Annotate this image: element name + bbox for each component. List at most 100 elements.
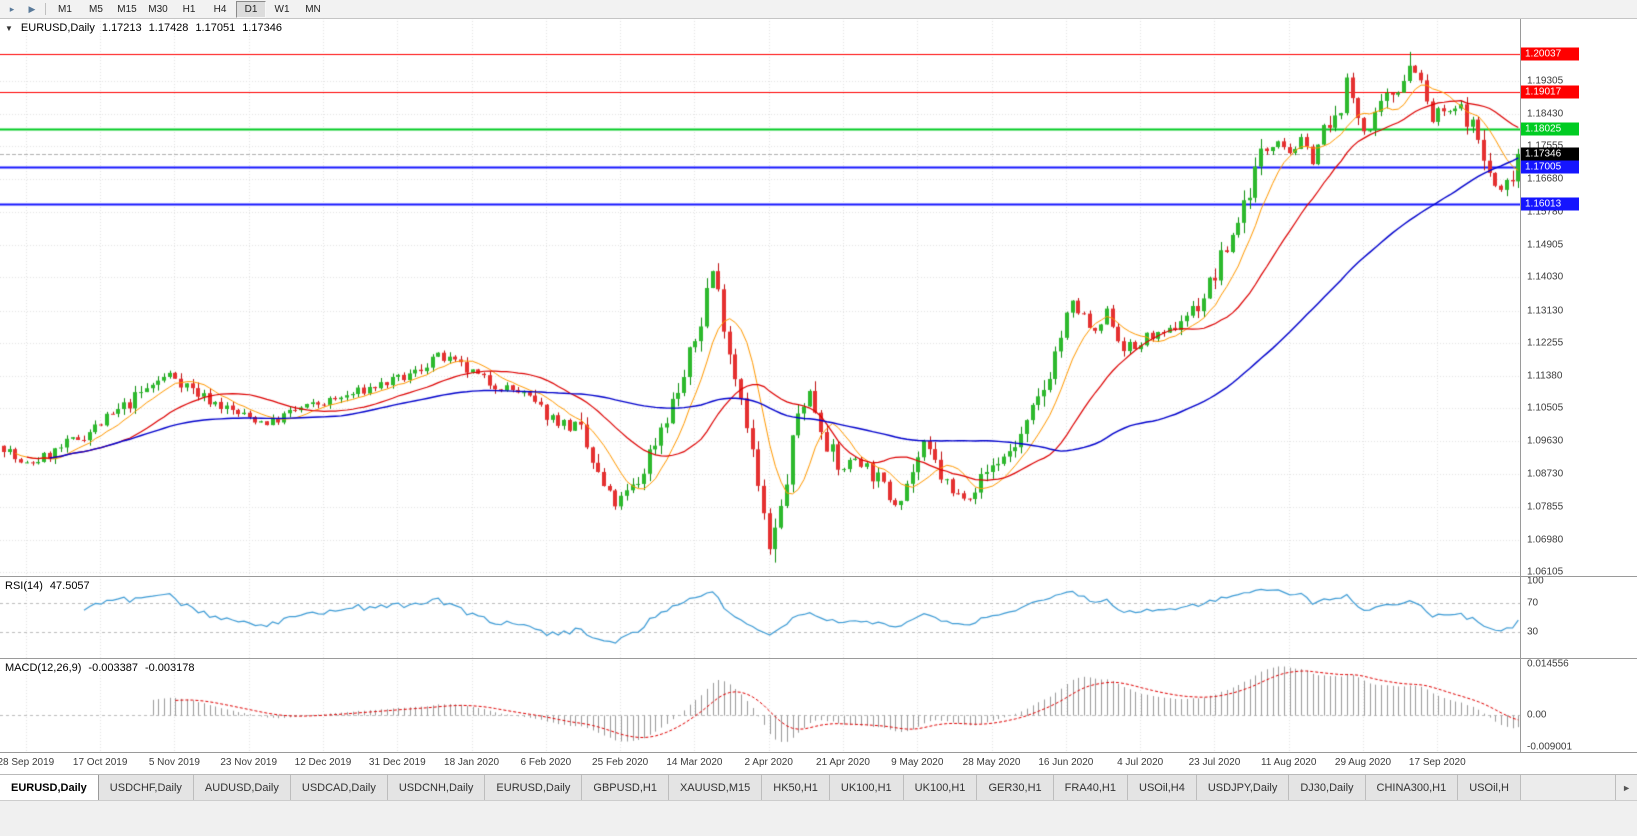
chart-tab-usdcad-daily[interactable]: USDCAD,Daily xyxy=(290,775,388,801)
price-tick-label: 1.14030 xyxy=(1527,271,1564,283)
ohlc-low: 1.17051 xyxy=(195,22,236,34)
chart-tab-eurusd-daily[interactable]: EURUSD,Daily xyxy=(485,775,583,801)
chart-tab-usoil-h[interactable]: USOil,H xyxy=(1458,775,1521,801)
price-tick-label: 1.15780 xyxy=(1527,206,1564,218)
time-axis-label: 9 May 2020 xyxy=(891,757,944,768)
chart-tab-gbpusd-h1[interactable]: GBPUSD,H1 xyxy=(582,775,669,801)
time-axis-label: 17 Oct 2019 xyxy=(72,757,128,768)
macd-value-1: -0.003387 xyxy=(88,662,138,674)
macd-indicator-label: MACD(12,26,9) -0.003387 -0.003178 xyxy=(5,662,195,674)
price-tick-label: 1.18430 xyxy=(1527,108,1564,120)
current-price-box: 1.17346 xyxy=(1521,147,1579,161)
price-tick-label: 1.07855 xyxy=(1527,501,1564,513)
chart-tab-hk50-h1[interactable]: HK50,H1 xyxy=(762,775,830,801)
price-tick-label: 1.16680 xyxy=(1527,173,1564,185)
price-tick-label: 1.19305 xyxy=(1527,75,1564,87)
time-axis-label: 18 Jan 2020 xyxy=(444,757,500,768)
macd-level-label: 0.00 xyxy=(1527,709,1547,721)
macd-value-2: -0.003178 xyxy=(144,662,195,674)
macd-level-label: -0.009001 xyxy=(1527,741,1573,753)
price-tick-label: 1.06980 xyxy=(1527,534,1564,546)
chart-tab-eurusd-daily[interactable]: EURUSD,Daily xyxy=(0,775,99,801)
chart-tab-fra40-h1[interactable]: FRA40,H1 xyxy=(1053,775,1128,801)
rsi-level-label: 30 xyxy=(1527,626,1539,638)
price-tick-label: 1.17555 xyxy=(1527,140,1564,152)
timeframe-button-d1[interactable]: D1 xyxy=(236,0,266,18)
timeframe-button-h4[interactable]: H4 xyxy=(213,3,227,15)
chart-tab-usdjpy-daily[interactable]: USDJPY,Daily xyxy=(1196,775,1290,801)
time-axis: 28 Sep 2019 17 Oct 2019 5 Nov 2019 23 Nov 2… xyxy=(0,752,1637,775)
chart-tab-ger30-h1[interactable]: GER30,H1 xyxy=(977,775,1054,801)
rsi-level-label: 70 xyxy=(1527,597,1539,609)
time-axis-label: 2 Apr 2020 xyxy=(744,757,793,768)
time-axis-label: 23 Nov 2019 xyxy=(220,757,278,768)
rsi-name: RSI(14) xyxy=(5,580,43,592)
timeframe-button-w1[interactable]: W1 xyxy=(274,3,290,15)
toolbar-separator xyxy=(45,3,46,15)
tabs-scroll-right-icon[interactable]: ► xyxy=(1615,775,1637,801)
chart-tabs-bar: EURUSD,Daily USDCHF,Daily AUDUSD,Daily USDC… xyxy=(0,774,1637,801)
price-tick-label: 1.08730 xyxy=(1527,468,1564,480)
price-tick-label: 1.14905 xyxy=(1527,239,1564,251)
time-axis-label: 28 May 2020 xyxy=(962,757,1021,768)
price-tick-label: 1.13130 xyxy=(1527,305,1564,317)
time-axis-label: 25 Feb 2020 xyxy=(592,757,649,768)
chart-tab-china300-h1[interactable]: CHINA300,H1 xyxy=(1365,775,1459,801)
time-axis-label: 28 Sep 2019 xyxy=(0,757,55,768)
ohlc-close: 1.17346 xyxy=(242,22,282,34)
price-tick-label: 1.09630 xyxy=(1527,435,1564,447)
time-axis-label: 6 Feb 2020 xyxy=(520,757,572,768)
time-axis-label: 21 Apr 2020 xyxy=(816,757,870,768)
timeframe-button-h1[interactable]: H1 xyxy=(182,3,196,15)
rsi-level-label: 100 xyxy=(1527,575,1544,587)
hline-price-box[interactable]: 1.17005 xyxy=(1521,160,1579,174)
time-axis-label: 31 Dec 2019 xyxy=(368,757,426,768)
hline-price-box[interactable]: 1.20037 xyxy=(1521,47,1579,61)
charts-shift-icon[interactable]: ▸ xyxy=(9,3,15,14)
price-tick-label: 1.06105 xyxy=(1527,566,1564,578)
hline-price-box[interactable]: 1.19017 xyxy=(1521,85,1579,99)
time-axis-label: 17 Sep 2020 xyxy=(1408,757,1466,768)
timeframe-button-m30[interactable]: M30 xyxy=(148,3,168,15)
time-axis-label: 29 Aug 2020 xyxy=(1334,757,1392,768)
macd-level-label: 0.014556 xyxy=(1527,658,1569,670)
time-axis-label: 23 Jul 2020 xyxy=(1188,757,1241,768)
timeframe-button-m5[interactable]: M5 xyxy=(89,3,103,15)
time-axis-label: 14 Mar 2020 xyxy=(666,757,723,768)
hline-price-box[interactable]: 1.18025 xyxy=(1521,122,1579,136)
time-axis-label: 11 Aug 2020 xyxy=(1260,757,1317,768)
collapse-arrow-icon[interactable]: ▼ xyxy=(5,23,13,33)
panel-separator-rsi-macd[interactable] xyxy=(0,658,1637,659)
time-axis-label: 16 Jun 2020 xyxy=(1038,757,1094,768)
chart-tab-uk100-h1[interactable]: UK100,H1 xyxy=(829,775,904,801)
chart-title: ▼ EURUSD,Daily 1.17213 1.17428 1.17051 1… xyxy=(5,22,282,34)
chart-tab-uk100-h1[interactable]: UK100,H1 xyxy=(903,775,978,801)
timeframe-button-m15[interactable]: M15 xyxy=(117,3,137,15)
timeframe-toolbar: ▸ ▶ M1 M5 M15 M30 H1 H4 D1 W1 MN xyxy=(0,0,1637,19)
chart-tab-audusd-daily[interactable]: AUDUSD,Daily xyxy=(193,775,291,801)
toolbar-icon-group: ▸ ▶ xyxy=(3,2,41,16)
macd-name: MACD(12,26,9) xyxy=(5,662,82,674)
ohlc-open: 1.17213 xyxy=(101,22,142,34)
price-tick-label: 1.10505 xyxy=(1527,402,1564,414)
rsi-indicator-label: RSI(14) 47.5057 xyxy=(5,580,90,592)
hline-price-box[interactable]: 1.16013 xyxy=(1521,197,1579,211)
auto-scroll-icon[interactable]: ▶ xyxy=(28,3,36,14)
chart-tab-xauusd-m15[interactable]: XAUUSD,M15 xyxy=(668,775,763,801)
ohlc-high: 1.17428 xyxy=(148,22,189,34)
chart-tab-usdchf-daily[interactable]: USDCHF,Daily xyxy=(98,775,194,801)
chart-tab-usdcnh-daily[interactable]: USDCNH,Daily xyxy=(387,775,486,801)
time-axis-label: 4 Jul 2020 xyxy=(1117,757,1164,768)
symbol-period-label: EURUSD,Daily xyxy=(20,22,95,34)
timeframe-button-mn[interactable]: MN xyxy=(305,3,321,15)
panel-separator-main-rsi[interactable] xyxy=(0,576,1637,577)
price-chart-canvas[interactable] xyxy=(0,18,1520,752)
price-tick-label: 1.12255 xyxy=(1527,337,1564,349)
timeframe-buttons: M1 M5 M15 M30 H1 H4 D1 W1 MN xyxy=(50,0,329,18)
timeframe-button-m1[interactable]: M1 xyxy=(58,3,72,15)
rsi-value: 47.5057 xyxy=(49,580,90,592)
price-tick-label: 1.11380 xyxy=(1527,370,1563,382)
chart-tab-dj30-daily[interactable]: DJ30,Daily xyxy=(1289,775,1366,801)
chart-tab-usoil-h4[interactable]: USOil,H4 xyxy=(1128,775,1197,801)
chart-region: ▼ EURUSD,Daily 1.17213 1.17428 1.17051 1… xyxy=(0,18,1637,752)
